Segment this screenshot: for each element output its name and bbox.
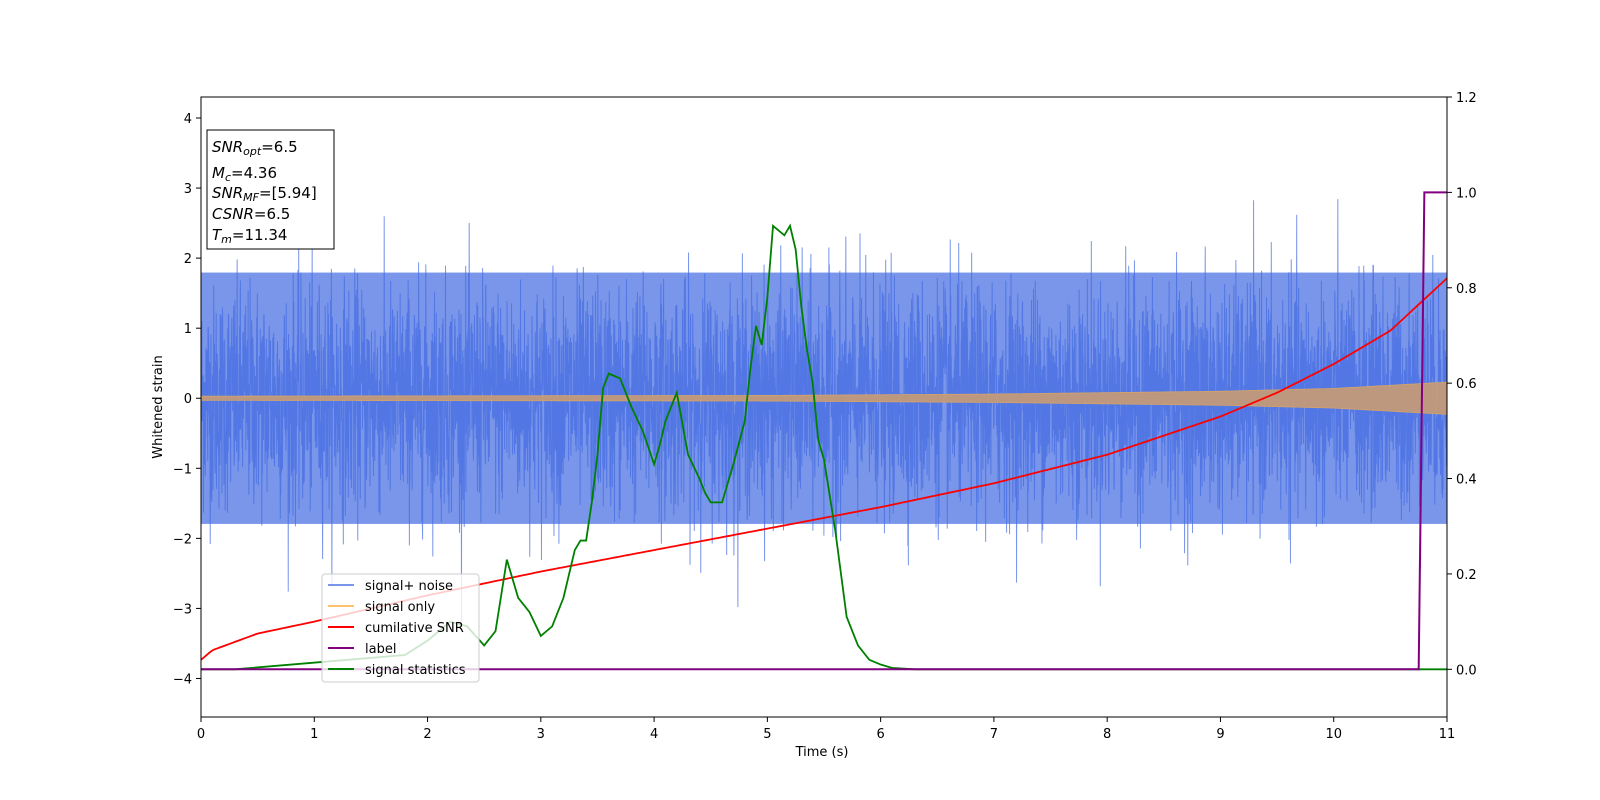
left-y-tick-label: 4: [184, 112, 192, 127]
left-y-tick-label: −4: [173, 672, 192, 687]
x-tick-label: 9: [1216, 727, 1224, 742]
left-y-tick-label: −3: [173, 602, 192, 617]
left-y-tick-label: −2: [173, 532, 192, 547]
x-tick-label: 1: [310, 727, 318, 742]
right-y-tick-label: 0.6: [1456, 377, 1477, 392]
x-axis-label: Time (s): [795, 745, 849, 760]
legend-label-cumulative-snr: cumilative SNR: [365, 621, 464, 636]
csnr-text: CSNR=6.5: [212, 205, 290, 223]
right-y-tick-label: 0.8: [1456, 282, 1477, 297]
info-box: SNRopt=6.5 Mc=4.36 SNRMF=[5.94] CSNR=6.5…: [206, 129, 335, 250]
left-y-tick-label: 0: [184, 392, 192, 407]
legend-item-cumulative-snr: cumilative SNR: [328, 621, 464, 636]
signal-noise-series: [201, 199, 1447, 622]
snr-mf-text: SNRMF=[5.94]: [212, 184, 317, 204]
legend-label-signal-statistics: signal statistics: [365, 663, 466, 678]
x-tick-label: 3: [537, 727, 545, 742]
x-tick-label: 5: [763, 727, 771, 742]
left-y-tick-label: 2: [184, 252, 192, 267]
legend: signal+ noise signal only cumilative SNR…: [321, 573, 480, 683]
right-y-tick-label: 0.4: [1456, 473, 1477, 488]
legend-item-signal-only: signal only: [328, 600, 435, 615]
plot-frame: [200, 96, 1448, 718]
right-y-tick-label: 1.0: [1456, 186, 1477, 201]
label-line: [201, 191, 1447, 671]
right-y-tick-label: 0.2: [1456, 568, 1477, 583]
left-y-axis-ticks: −4 −3 −2 −1 0 1 2 3 4: [173, 112, 201, 687]
left-y-tick-label: −1: [173, 462, 192, 477]
left-y-tick-label: 3: [184, 182, 192, 197]
snr-opt-text: SNRopt=6.5: [212, 138, 298, 158]
x-tick-label: 10: [1325, 727, 1342, 742]
x-axis-ticks: 0 1 2 3 4 5 6 7 8 9 10 11: [197, 717, 1455, 742]
legend-label-signal-only: signal only: [365, 600, 435, 615]
signal-noise-line: [201, 199, 1447, 622]
right-y-tick-label: 1.2: [1456, 91, 1477, 106]
x-tick-label: 6: [876, 727, 884, 742]
x-tick-label: 0: [197, 727, 205, 742]
legend-item-signal-noise: signal+ noise: [328, 579, 453, 594]
tm-text: Tm=11.34: [212, 226, 287, 246]
right-y-tick-label: 0.0: [1456, 663, 1477, 678]
signal-statistics-line: [201, 223, 1447, 671]
legend-item-label: label: [328, 642, 396, 657]
x-tick-label: 4: [650, 727, 658, 742]
x-tick-label: 7: [990, 727, 998, 742]
signal-only-series: [201, 381, 1447, 415]
legend-label-label: label: [365, 642, 396, 657]
legend-item-signal-statistics: signal statistics: [328, 663, 466, 678]
x-tick-label: 11: [1439, 727, 1456, 742]
x-tick-label: 2: [423, 727, 431, 742]
y-axis-label: Whitened strain: [151, 355, 166, 458]
x-tick-label: 8: [1103, 727, 1111, 742]
left-y-tick-label: 1: [184, 322, 192, 337]
mc-text: Mc=4.36: [212, 164, 277, 184]
right-y-axis-ticks: 0.0 0.2 0.4 0.6 0.8 1.0 1.2: [1447, 91, 1477, 678]
legend-label-signal-noise: signal+ noise: [365, 579, 453, 594]
